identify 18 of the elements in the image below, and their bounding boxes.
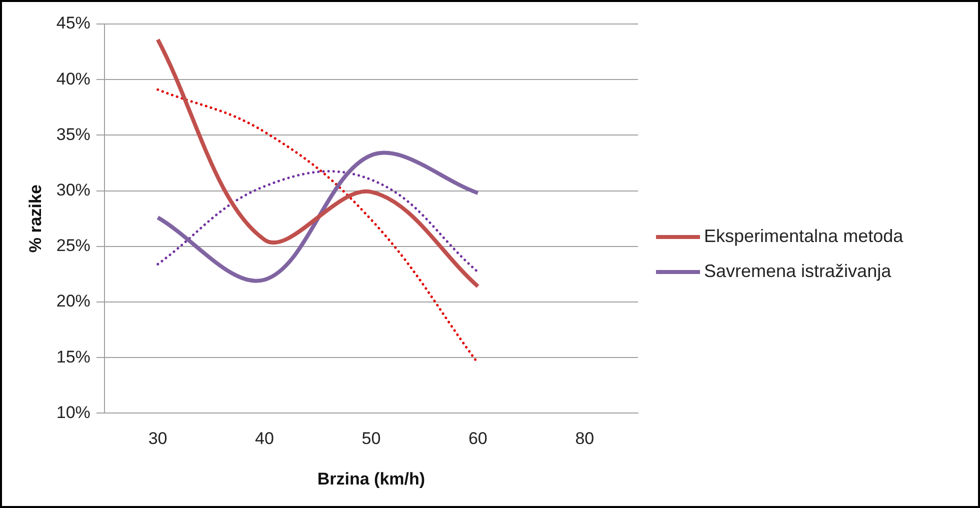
y-tick-label: 10%: [56, 402, 90, 422]
x-tick-label: 40: [255, 429, 274, 448]
y-tick-label: 15%: [56, 347, 90, 366]
legend-label: Eksperimentalna metoda: [704, 226, 904, 247]
x-tick-label: 50: [362, 429, 381, 448]
x-axis-title: Brzina (km/h): [317, 469, 426, 488]
y-tick-label: 45%: [56, 14, 90, 33]
y-tick-label: 30%: [56, 180, 90, 200]
y-tick-label: 40%: [56, 69, 90, 88]
legend-label: Savremena istraživanja: [704, 261, 892, 282]
x-tick-label: 30: [148, 429, 168, 448]
x-tick-label: 60: [468, 429, 488, 448]
y-tick-label: 25%: [56, 236, 90, 256]
line-series: [156, 38, 480, 288]
y-axis-title: % razike: [26, 184, 45, 253]
y-tick-label: 20%: [56, 292, 90, 311]
y-tick-label: 35%: [56, 124, 90, 144]
x-tick-label: 80: [575, 429, 594, 448]
